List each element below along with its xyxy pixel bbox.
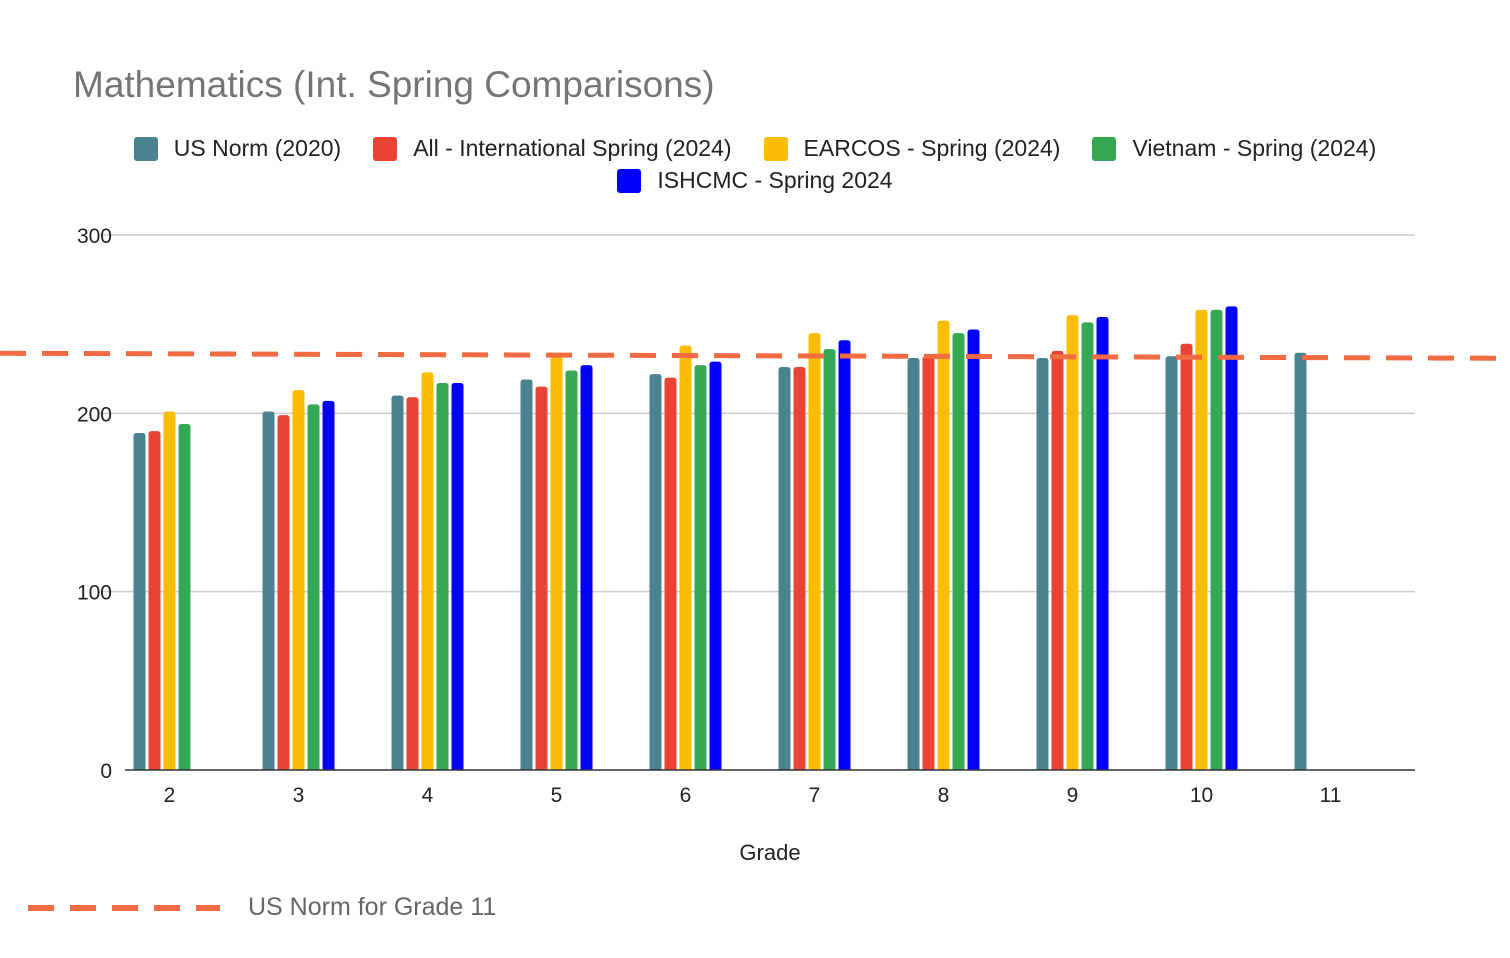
legend-item: US Norm (2020): [133, 135, 342, 162]
bar: [967, 329, 980, 770]
bar: [907, 358, 920, 770]
y-tick-label: 100: [77, 582, 112, 605]
y-tick-label: 300: [77, 225, 112, 248]
x-tick-label: 8: [938, 784, 950, 807]
legend-label: ISHCMC - Spring 2024: [657, 167, 893, 193]
legend-label: All - International Spring (2024): [413, 135, 732, 161]
bar: [262, 411, 275, 770]
legend-swatch: [373, 136, 398, 161]
bar: [535, 386, 548, 770]
bar: [520, 379, 533, 770]
bar: [1051, 350, 1064, 770]
bar: [838, 340, 851, 770]
bar: [664, 377, 677, 770]
legend-item: ISHCMC - Spring 2024: [617, 167, 893, 194]
bar: [1210, 309, 1223, 770]
x-tick-label: 2: [164, 784, 176, 807]
bar: [307, 404, 320, 770]
legend-label: EARCOS - Spring (2024): [803, 135, 1061, 161]
x-tick-label: 5: [551, 784, 563, 807]
x-tick-label: 10: [1190, 784, 1213, 807]
bar: [1096, 317, 1109, 770]
legend-label: US Norm (2020): [173, 135, 342, 161]
bar: [550, 356, 563, 770]
bar: [937, 320, 950, 770]
reference-line-label: US Norm for Grade 11: [248, 893, 497, 921]
x-tick-label: 6: [680, 784, 692, 807]
bar: [580, 365, 593, 770]
bar: [1225, 306, 1238, 770]
x-tick-label: 11: [1320, 784, 1342, 807]
reference-line: [0, 350, 1510, 361]
reference-line-legend: US Norm for Grade 11: [28, 893, 496, 922]
bar: [322, 400, 335, 770]
bar: [178, 424, 191, 770]
bar: [679, 345, 692, 770]
legend-row-2: ISHCMC - Spring 2024: [0, 167, 1510, 194]
bar: [709, 361, 722, 770]
bar: [1066, 315, 1079, 770]
bar: [391, 395, 404, 770]
bar: [421, 372, 434, 770]
y-tick-label: 200: [77, 403, 112, 426]
x-tick-label: 7: [809, 784, 821, 807]
legend-item: Vietnam - Spring (2024): [1092, 135, 1376, 162]
x-tick-label: 9: [1067, 784, 1079, 807]
legend-item: All - International Spring (2024): [373, 135, 732, 162]
bar: [1036, 358, 1049, 770]
legend-swatch: [617, 168, 642, 193]
legend: US Norm (2020) All - International Spring…: [0, 135, 1510, 162]
bar: [1165, 356, 1178, 770]
bar: [694, 365, 707, 770]
bar: [277, 415, 290, 770]
bar: [451, 383, 464, 770]
bar: [148, 431, 161, 770]
bar: [1294, 352, 1307, 770]
chart-title: Mathematics (Int. Spring Comparisons): [73, 64, 715, 105]
reference-line-swatch: [28, 904, 220, 911]
bar: [922, 356, 935, 770]
x-tick-label: 3: [293, 784, 305, 807]
legend-swatch: [133, 136, 158, 161]
bar: [823, 349, 836, 770]
bar: [1180, 343, 1193, 770]
legend-label: Vietnam - Spring (2024): [1132, 135, 1377, 161]
bar: [793, 366, 806, 770]
bar: [436, 383, 449, 770]
bar: [952, 333, 965, 770]
bar: [808, 333, 821, 770]
x-tick-label: 4: [422, 784, 434, 807]
bar: [565, 370, 578, 770]
x-axis-title: Grade: [739, 840, 800, 865]
y-tick-label: 0: [100, 760, 112, 783]
legend-item: EARCOS - Spring (2024): [763, 135, 1061, 162]
legend-swatch: [763, 136, 788, 161]
bar: [778, 366, 791, 770]
bar: [292, 390, 305, 770]
bar: [133, 432, 146, 770]
legend-swatch: [1092, 136, 1117, 161]
bar: [163, 411, 176, 770]
bar: [649, 374, 662, 770]
bar: [1195, 309, 1208, 770]
bar: [1081, 322, 1094, 770]
bar: [406, 397, 419, 770]
